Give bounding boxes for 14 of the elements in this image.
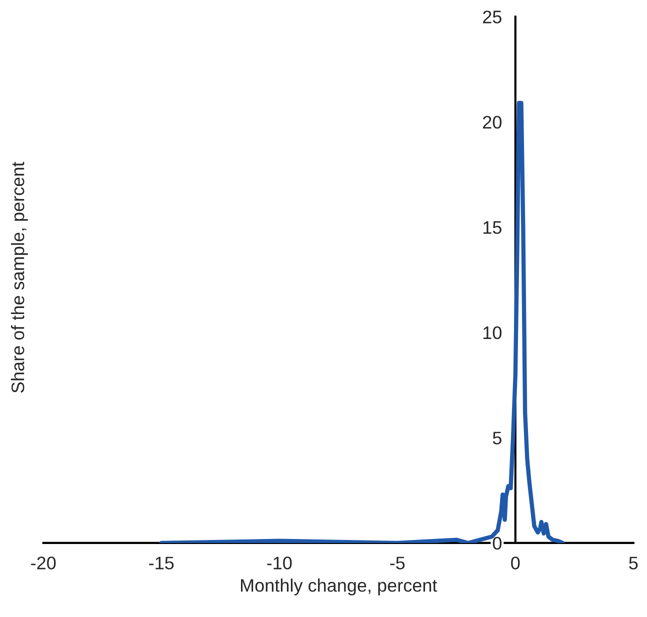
y-tick-label: 0 — [492, 536, 502, 550]
x-tick-label: -5 — [390, 556, 405, 570]
y-tick-label: 20 — [483, 116, 502, 129]
x-tick-label: 5 — [629, 556, 638, 570]
x-axis-title: Monthly change, percent — [241, 578, 438, 596]
x-tick-label: -20 — [31, 556, 56, 570]
x-tick-label: -15 — [149, 556, 174, 570]
y-tick-label: 5 — [492, 432, 502, 444]
y-tick-label: 25 — [483, 10, 502, 24]
y-tick-label: 10 — [484, 326, 502, 340]
y-tick-label: 15 — [484, 221, 502, 234]
x-tick-label: 0 — [511, 556, 520, 570]
y-axis-title: Share of the sample, percent — [10, 162, 28, 393]
x-tick-label: -10 — [267, 556, 292, 570]
